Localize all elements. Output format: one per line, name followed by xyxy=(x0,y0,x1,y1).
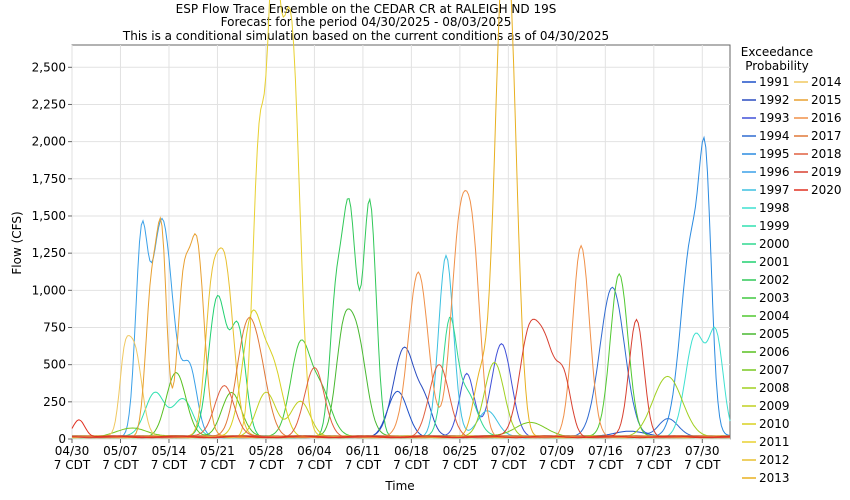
legend-title-line-2: Probability xyxy=(745,59,808,73)
legend-title-line-1: Exceedance xyxy=(741,45,813,59)
legend-label: 2005 xyxy=(759,327,790,341)
x-tick-label: 07/16 xyxy=(588,444,623,458)
y-tick-label: 2,000 xyxy=(32,135,66,149)
x-tick-label: 04/30 xyxy=(55,444,90,458)
legend-label: 1998 xyxy=(759,201,790,215)
legend-label: 2017 xyxy=(811,129,842,143)
legend-label: 2003 xyxy=(759,291,790,305)
legend-label: 2014 xyxy=(811,75,842,89)
y-tick-label: 2,250 xyxy=(32,97,66,111)
legend-label: 2020 xyxy=(811,183,842,197)
x-tick-sublabel: 7 CDT xyxy=(539,458,576,472)
y-tick-label: 250 xyxy=(43,395,66,409)
legend-label: 2011 xyxy=(759,435,790,449)
legend-label: 2002 xyxy=(759,273,790,287)
chart-title-line-2: Forecast for the period 04/30/2025 - 08/… xyxy=(221,15,512,29)
legend: Exceedance Probability 19911992199319941… xyxy=(741,45,842,485)
legend-label: 2009 xyxy=(759,399,790,413)
legend-label: 2007 xyxy=(759,363,790,377)
legend-label: 2010 xyxy=(759,417,790,431)
x-axis-title: Time xyxy=(384,479,414,493)
plot-area xyxy=(71,0,731,440)
x-tick-sublabel: 7 CDT xyxy=(54,458,91,472)
y-tick-label: 1,750 xyxy=(32,172,66,186)
y-axis-ticks: 0 250 500 750 1,000 1,250 1,500 1,750 2,000 2,250… xyxy=(32,60,72,446)
legend-label: 2019 xyxy=(811,165,842,179)
x-tick-sublabel: 7 CDT xyxy=(248,458,285,472)
x-tick-label: 05/21 xyxy=(200,444,235,458)
legend-label: 2018 xyxy=(811,147,842,161)
y-tick-label: 750 xyxy=(43,320,66,334)
x-tick-sublabel: 7 CDT xyxy=(151,458,188,472)
x-tick-label: 07/23 xyxy=(637,444,672,458)
x-tick-sublabel: 7 CDT xyxy=(345,458,382,472)
legend-label: 2006 xyxy=(759,345,790,359)
legend-label: 1995 xyxy=(759,147,790,161)
x-tick-label: 05/07 xyxy=(103,444,138,458)
x-tick-sublabel: 7 CDT xyxy=(199,458,236,472)
legend-label: 2016 xyxy=(811,111,842,125)
legend-label: 2008 xyxy=(759,381,790,395)
y-tick-label: 2,500 xyxy=(32,60,66,74)
x-tick-label: 07/02 xyxy=(491,444,526,458)
x-tick-label: 05/14 xyxy=(152,444,187,458)
series-lines xyxy=(71,0,731,439)
x-tick-label: 05/28 xyxy=(249,444,284,458)
x-tick-label: 07/30 xyxy=(685,444,720,458)
series-line-2017 xyxy=(71,317,730,439)
legend-label: 2001 xyxy=(759,255,790,269)
chart-title-line-1: ESP Flow Trace Ensemble on the CEDAR CR … xyxy=(176,2,557,16)
legend-label: 2004 xyxy=(759,309,790,323)
legend-label: 1991 xyxy=(759,75,790,89)
x-tick-label: 06/11 xyxy=(346,444,381,458)
y-axis-title: Flow (CFS) xyxy=(10,211,24,274)
legend-label: 1999 xyxy=(759,219,790,233)
x-tick-sublabel: 7 CDT xyxy=(587,458,624,472)
x-tick-label: 06/04 xyxy=(297,444,332,458)
legend-label: 1992 xyxy=(759,93,790,107)
x-tick-sublabel: 7 CDT xyxy=(442,458,479,472)
x-tick-sublabel: 7 CDT xyxy=(102,458,139,472)
y-tick-label: 1,000 xyxy=(32,283,66,297)
y-tick-label: 500 xyxy=(43,358,66,372)
legend-label: 2000 xyxy=(759,237,790,251)
legend-label: 1993 xyxy=(759,111,790,125)
x-tick-sublabel: 7 CDT xyxy=(684,458,721,472)
x-tick-sublabel: 7 CDT xyxy=(636,458,673,472)
y-tick-label: 0 xyxy=(58,432,66,446)
legend-label: 2012 xyxy=(759,453,790,467)
x-tick-sublabel: 7 CDT xyxy=(296,458,333,472)
plot-frame xyxy=(71,44,731,440)
x-tick-label: 06/25 xyxy=(443,444,478,458)
x-tick-sublabel: 7 CDT xyxy=(490,458,527,472)
legend-label: 2015 xyxy=(811,93,842,107)
chart-title-line-3: This is a conditional simulation based o… xyxy=(122,29,609,43)
x-tick-label: 06/18 xyxy=(394,444,429,458)
y-tick-label: 1,500 xyxy=(32,209,66,223)
legend-label: 1997 xyxy=(759,183,790,197)
y-tick-label: 1,250 xyxy=(32,246,66,260)
legend-label: 1996 xyxy=(759,165,790,179)
grid-lines xyxy=(71,45,730,440)
x-tick-sublabel: 7 CDT xyxy=(393,458,430,472)
x-tick-label: 07/09 xyxy=(540,444,575,458)
series-line-2020 xyxy=(71,419,731,439)
legend-label: 2013 xyxy=(759,471,790,485)
legend-label: 1994 xyxy=(759,129,790,143)
legend-entries: 1991 1992 1993 1994 1995 1996 1997 1998 1999 2000… xyxy=(742,75,842,485)
